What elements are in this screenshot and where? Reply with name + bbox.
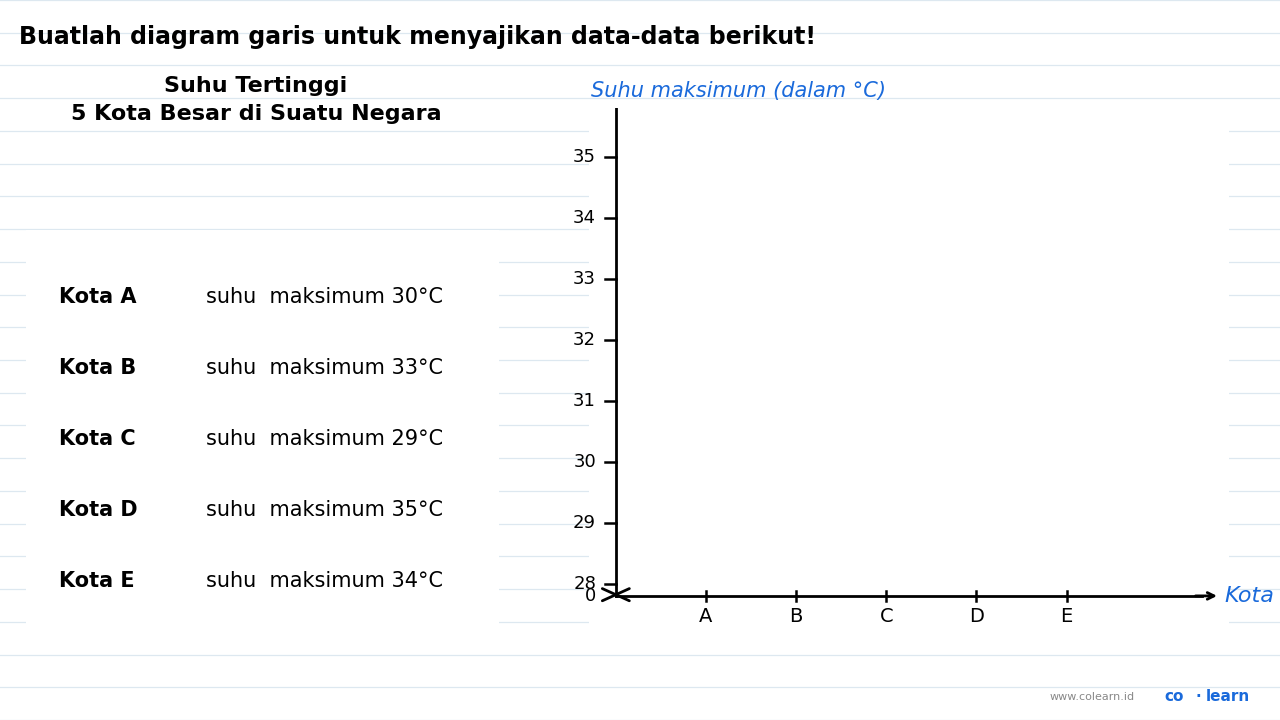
Text: Kota D: Kota D	[59, 500, 137, 520]
Text: 28: 28	[573, 575, 596, 593]
Text: E: E	[1060, 607, 1073, 626]
Text: Buatlah diagram garis untuk menyajikan data-data berikut!: Buatlah diagram garis untuk menyajikan d…	[19, 25, 817, 49]
Text: B: B	[790, 607, 803, 626]
Text: 35: 35	[573, 148, 596, 166]
Text: 30: 30	[573, 453, 596, 471]
Text: Kota C: Kota C	[59, 429, 136, 449]
Text: ·: ·	[1196, 689, 1201, 704]
Text: 33: 33	[573, 270, 596, 288]
Text: suhu  maksimum 30°C: suhu maksimum 30°C	[206, 287, 443, 307]
Text: 32: 32	[573, 330, 596, 348]
Text: suhu  maksimum 33°C: suhu maksimum 33°C	[206, 359, 443, 378]
Text: 0: 0	[585, 587, 596, 605]
Text: Kota: Kota	[1224, 586, 1274, 606]
Text: Suhu maksimum (dalam °C): Suhu maksimum (dalam °C)	[590, 81, 886, 101]
Text: 34: 34	[573, 209, 596, 227]
Text: Kota A: Kota A	[59, 287, 136, 307]
Text: D: D	[969, 607, 984, 626]
Text: C: C	[879, 607, 893, 626]
Text: Suhu Tertinggi: Suhu Tertinggi	[164, 76, 348, 96]
Text: www.colearn.id: www.colearn.id	[1050, 692, 1135, 702]
FancyBboxPatch shape	[17, 222, 508, 657]
Text: suhu  maksimum 29°C: suhu maksimum 29°C	[206, 429, 443, 449]
Text: learn: learn	[1206, 689, 1251, 704]
Text: A: A	[699, 607, 713, 626]
Text: suhu  maksimum 35°C: suhu maksimum 35°C	[206, 500, 443, 520]
Text: co: co	[1165, 689, 1184, 704]
Text: Kota B: Kota B	[59, 359, 136, 378]
Text: 29: 29	[573, 514, 596, 531]
Text: suhu  maksimum 34°C: suhu maksimum 34°C	[206, 571, 443, 591]
Text: Kota E: Kota E	[59, 571, 134, 591]
Text: 31: 31	[573, 392, 596, 410]
Text: 5 Kota Besar di Suatu Negara: 5 Kota Besar di Suatu Negara	[70, 104, 442, 125]
